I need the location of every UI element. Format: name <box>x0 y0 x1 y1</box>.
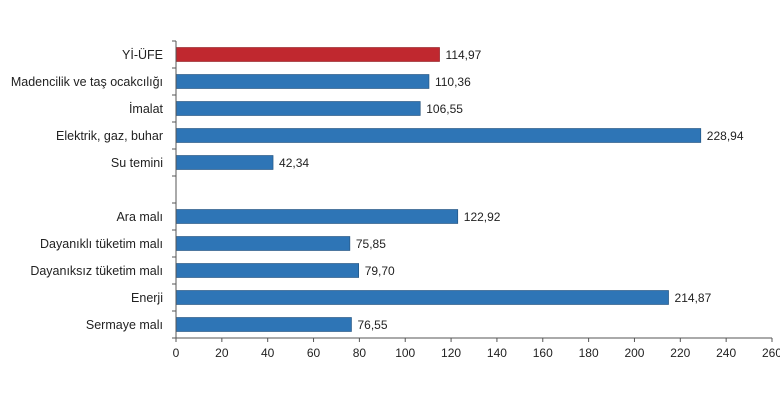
x-tick-label: 260 <box>762 346 780 360</box>
data-label: 114,97 <box>446 48 482 62</box>
value-labels: 114,97 110,36 106,55 228,94 42,34 122,92 75,85… <box>279 48 744 332</box>
data-label: 228,94 <box>707 129 744 143</box>
bar <box>175 317 352 332</box>
data-label: 75,85 <box>356 237 386 251</box>
x-tick-label: 220 <box>670 346 690 360</box>
x-tick-label: 240 <box>716 346 736 360</box>
data-label: 214,87 <box>675 291 712 305</box>
bar <box>175 155 274 170</box>
bar <box>175 101 421 116</box>
category-label: Su temini <box>111 156 163 170</box>
category-label: Enerji <box>131 291 163 305</box>
bar <box>175 209 459 224</box>
x-tick-label: 20 <box>215 346 229 360</box>
category-label: Madencilik ve taş ocakcılığı <box>11 75 163 89</box>
bar <box>175 128 702 143</box>
data-label: 79,70 <box>365 264 395 278</box>
category-label: Ara malı <box>116 210 163 224</box>
category-label: Dayanıklı tüketim malı <box>40 237 163 251</box>
category-label: Dayanıksız tüketim malı <box>30 264 163 278</box>
x-tick-label: 60 <box>307 346 321 360</box>
category-labels: Yİ-ÜFE Madencilik ve taş ocakcılığı İmalat… <box>11 48 164 332</box>
bar <box>175 74 430 89</box>
x-tick-label: 40 <box>261 346 275 360</box>
data-label: 122,92 <box>464 210 501 224</box>
bars <box>175 47 702 332</box>
x-tick-label: 0 <box>173 346 180 360</box>
bar-highlight <box>175 47 440 62</box>
bar <box>175 290 669 305</box>
category-label: Yİ-ÜFE <box>122 48 163 62</box>
x-tick-label: 80 <box>353 346 367 360</box>
bar <box>175 236 351 251</box>
data-label: 42,34 <box>279 156 309 170</box>
x-tick-label: 160 <box>533 346 553 360</box>
category-label: Sermaye malı <box>86 318 163 332</box>
x-tick-label: 100 <box>395 346 415 360</box>
data-label: 76,55 <box>357 318 387 332</box>
x-tick-label: 180 <box>579 346 599 360</box>
data-label: 106,55 <box>426 102 463 116</box>
data-label: 110,36 <box>435 75 471 89</box>
x-tick-label: 140 <box>487 346 507 360</box>
axes: 0 20 40 60 80 100 120 140 160 180 200 220 240 260 <box>172 40 780 360</box>
category-label: Elektrik, gaz, buhar <box>56 129 163 143</box>
x-tick-label: 120 <box>441 346 461 360</box>
category-label: İmalat <box>129 102 164 116</box>
bar <box>175 263 359 278</box>
x-tick-label: 200 <box>624 346 644 360</box>
